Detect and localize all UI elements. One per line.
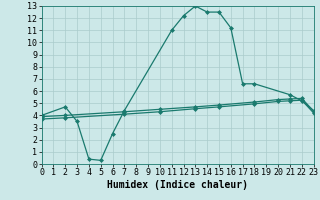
X-axis label: Humidex (Indice chaleur): Humidex (Indice chaleur) bbox=[107, 180, 248, 190]
